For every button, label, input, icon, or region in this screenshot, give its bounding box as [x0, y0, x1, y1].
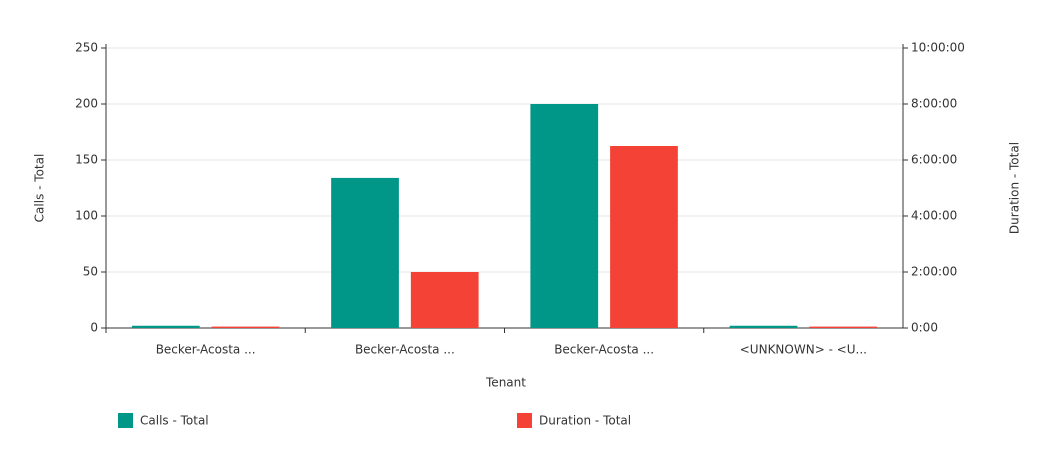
y-tick-label: 100	[75, 209, 98, 223]
bar	[211, 326, 280, 328]
y-tick-label: 200	[75, 97, 98, 111]
y2-tick-label: 4:00:00	[911, 209, 957, 223]
x-tick-label: Becker-Acosta ...	[156, 343, 256, 357]
y2-tick-label: 8:00:00	[911, 97, 957, 111]
y-tick-label: 150	[75, 153, 98, 167]
legend-swatch	[517, 413, 532, 428]
bar	[809, 326, 878, 328]
legend-label: Calls - Total	[140, 414, 209, 428]
bar	[331, 177, 399, 328]
x-tick-label: <UNKNOWN> - <U...	[740, 343, 867, 357]
y-axis-title: Calls - Total	[33, 154, 47, 223]
bar	[530, 104, 599, 328]
y-tick-label: 0	[90, 321, 98, 335]
bar	[410, 272, 479, 328]
legend-label: Duration - Total	[539, 414, 631, 428]
y-tick-label: 50	[83, 265, 98, 279]
x-tick-label: Becker-Acosta ...	[355, 343, 455, 357]
y2-tick-label: 6:00:00	[911, 153, 957, 167]
bar	[610, 146, 678, 328]
legend-swatch	[118, 413, 133, 428]
x-tick-label: Becker-Acosta ...	[554, 343, 654, 357]
y-tick-label: 250	[75, 41, 98, 55]
y2-tick-label: 2:00:00	[911, 265, 957, 279]
bar	[131, 325, 200, 328]
y2-axis-title: Duration - Total	[1008, 142, 1022, 234]
x-axis-title: Tenant	[485, 376, 526, 390]
bar	[729, 325, 798, 328]
y2-tick-label: 0:00	[911, 321, 938, 335]
y2-tick-label: 10:00:00	[911, 41, 965, 55]
